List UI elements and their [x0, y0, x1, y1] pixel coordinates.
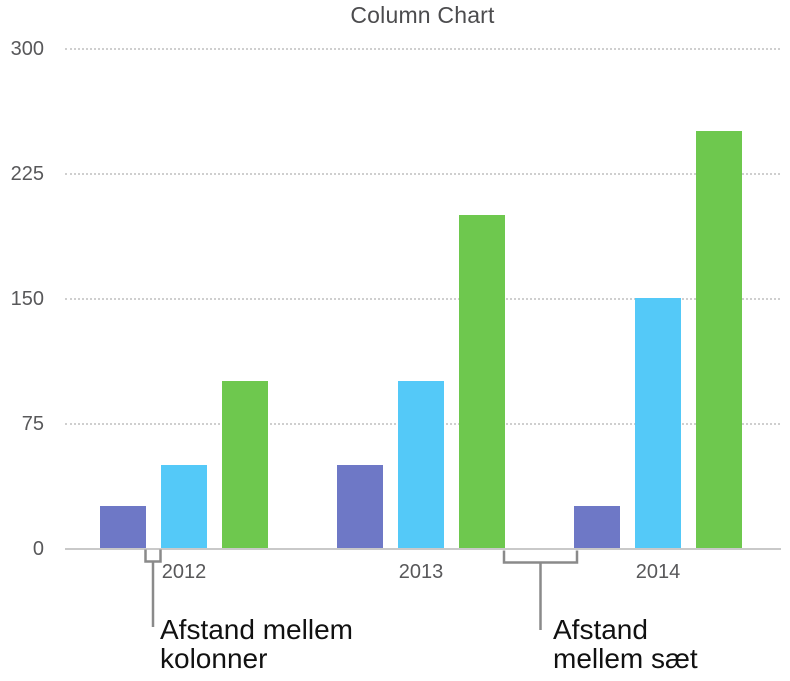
gridline-225: [65, 173, 780, 175]
bar-series2-2014: [635, 298, 681, 548]
y-tick-label-300: 300: [10, 38, 44, 60]
x-tick-label-2013: 2013: [398, 561, 444, 583]
y-tick-label-75: 75: [21, 413, 44, 435]
x-tick-label-2012: 2012: [161, 561, 207, 583]
set-gap-bracket: [502, 550, 579, 564]
bar-series2-2013: [398, 381, 444, 548]
bar-series1-2013: [337, 465, 383, 548]
y-tick-label-150: 150: [10, 288, 44, 310]
bar-series1-2012: [100, 506, 146, 548]
bar-series2-2012: [161, 465, 207, 548]
bar-series3-2014: [696, 131, 742, 548]
column-gap-annotation-line1: Afstand mellem: [160, 614, 353, 645]
x-tick-label-2014: 2014: [635, 561, 681, 583]
set-gap-annotation-line1: Afstand: [553, 614, 648, 645]
bar-series1-2014: [574, 506, 620, 548]
chart-title: Column Chart: [350, 2, 495, 28]
column-gap-annotation-line2: kolonner: [160, 643, 268, 674]
bar-series3-2012: [222, 381, 268, 548]
gridline-150: [65, 298, 780, 300]
x-axis-line: [65, 548, 781, 550]
y-tick-label-225: 225: [10, 163, 44, 185]
bar-series3-2013: [459, 215, 505, 548]
set-gap-annotation-line2: mellem sæt: [553, 643, 698, 674]
column-gap-annotation: Afstand mellem kolonner: [160, 615, 353, 673]
set-gap-annotation: Afstand mellem sæt: [553, 615, 698, 673]
column-gap-bracket: [144, 549, 162, 563]
y-tick-label-0: 0: [32, 538, 44, 560]
gridline-300: [65, 48, 780, 50]
